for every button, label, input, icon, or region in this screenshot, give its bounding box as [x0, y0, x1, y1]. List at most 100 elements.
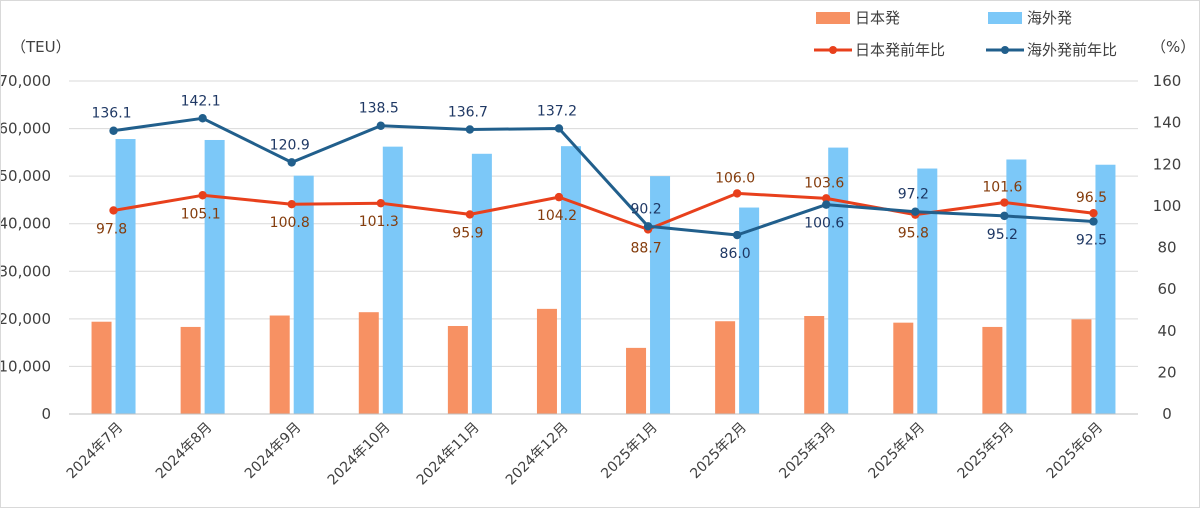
- data-label-os-yoy: 136.1: [91, 106, 131, 122]
- data-label-os-yoy: 95.2: [987, 227, 1018, 243]
- left-tick-label: 10,000: [1, 357, 51, 375]
- data-label-jp-yoy: 88.7: [630, 240, 661, 256]
- data-label-jp-yoy: 97.8: [96, 221, 127, 237]
- point-os-yoy: [822, 200, 831, 209]
- x-tick-label: 2024年10月: [325, 420, 394, 489]
- x-tick-label: 2025年4月: [866, 420, 929, 483]
- data-label-jp-yoy: 95.9: [452, 225, 483, 241]
- bar-jp: [269, 315, 290, 414]
- line-series: [109, 114, 1098, 240]
- right-tick-label: 120: [1153, 155, 1182, 173]
- bar-os: [1006, 159, 1027, 414]
- x-tick-label: 2025年2月: [687, 420, 750, 483]
- left-axis: 0 10,000 20,000 30,000 40,000 50,000 60,000 70,…: [1, 72, 51, 423]
- right-tick-label: 60: [1157, 280, 1176, 298]
- line-os-yoy: [113, 116, 1094, 237]
- right-axis: 0 20 40 60 80 100 120 140 160: [1153, 72, 1182, 423]
- right-tick-label: 80: [1157, 239, 1176, 257]
- data-label-os-yoy: 92.5: [1076, 232, 1107, 248]
- x-tick-label: 2024年7月: [64, 420, 127, 483]
- point-jp-yoy: [822, 194, 831, 203]
- point-jp-yoy: [198, 191, 207, 200]
- bar-os: [382, 146, 403, 415]
- legend-item-jp-yoy: 日本発前年比: [814, 41, 945, 59]
- gridlines: [69, 80, 1138, 367]
- left-tick-label: 20,000: [1, 310, 51, 328]
- point-jp-yoy: [376, 198, 385, 208]
- bar-jp: [91, 321, 112, 414]
- right-tick-label: 20: [1157, 363, 1176, 381]
- left-tick-label: 50,000: [1, 167, 51, 185]
- data-label-jp-yoy: 106.0: [715, 170, 755, 186]
- x-tick-label: 2024年12月: [503, 420, 572, 489]
- bar-os: [739, 207, 760, 414]
- bar-jp: [536, 308, 557, 414]
- legend-swatch-os: [988, 12, 1022, 24]
- data-labels: 97.8 105.1 100.8 101.3 95.9 104.2 88.7 106.0 103…: [91, 93, 1107, 262]
- right-tick-label: 0: [1162, 405, 1172, 423]
- point-os-yoy: [1089, 217, 1098, 226]
- legend-label-jp: 日本発: [855, 9, 900, 27]
- x-tick-label: 2025年6月: [1044, 420, 1107, 483]
- bar-os: [1095, 164, 1116, 414]
- data-label-jp-yoy: 104.2: [537, 208, 577, 224]
- data-label-os-yoy: 138.5: [359, 101, 399, 117]
- point-os-yoy: [287, 158, 296, 167]
- x-tick-label: 2024年11月: [414, 420, 483, 489]
- right-tick-label: 160: [1153, 72, 1182, 90]
- x-axis: 2024年7月 2024年8月 2024年9月 2024年10月 2024年11月 202…: [64, 413, 1138, 489]
- point-os-yoy: [376, 121, 385, 130]
- left-tick-label: 30,000: [1, 262, 51, 280]
- legend-marker-os-yoy: [1001, 46, 1009, 54]
- data-label-os-yoy: 120.9: [270, 137, 310, 153]
- bar-jp: [715, 321, 736, 414]
- point-os-yoy: [554, 124, 564, 133]
- bar-jp: [1071, 319, 1092, 414]
- legend-marker-jp-yoy: [829, 46, 837, 54]
- x-tick-label: 2024年9月: [242, 420, 305, 483]
- point-jp-yoy: [465, 210, 475, 219]
- legend-item-os: 海外発: [988, 9, 1072, 27]
- legend-label-os-yoy: 海外発前年比: [1027, 41, 1117, 59]
- data-label-jp-yoy: 96.5: [1076, 190, 1107, 206]
- x-tick-label: 2025年1月: [598, 420, 661, 483]
- point-jp-yoy: [732, 189, 742, 198]
- legend-swatch-jp: [816, 12, 850, 24]
- point-os-yoy: [643, 222, 653, 231]
- data-label-jp-yoy: 95.8: [898, 226, 929, 242]
- bar-os: [650, 176, 671, 414]
- point-jp-yoy: [554, 192, 564, 202]
- bar-os: [204, 139, 225, 414]
- bar-os: [560, 146, 581, 414]
- left-tick-label: 40,000: [1, 215, 51, 233]
- right-tick-label: 140: [1153, 114, 1182, 132]
- data-label-os-yoy: 142.1: [181, 93, 221, 109]
- legend: 日本発 海外発 日本発前年比 海外発前年比: [814, 9, 1117, 59]
- left-tick-label: 70,000: [1, 72, 51, 90]
- point-jp-yoy: [1089, 208, 1098, 218]
- x-tick-label: 2024年8月: [153, 420, 216, 483]
- legend-item-jp: 日本発: [816, 9, 900, 27]
- bar-jp: [626, 347, 647, 414]
- bar-jp: [893, 322, 914, 414]
- point-os-yoy: [465, 125, 475, 134]
- point-os-yoy: [732, 230, 742, 240]
- data-label-os-yoy: 137.2: [537, 103, 577, 119]
- right-tick-label: 100: [1153, 197, 1182, 215]
- bar-os: [293, 175, 314, 414]
- bar-jp: [447, 325, 468, 414]
- data-label-jp-yoy: 103.6: [804, 175, 844, 191]
- legend-label-jp-yoy: 日本発前年比: [855, 41, 945, 59]
- point-jp-yoy: [287, 200, 296, 209]
- x-tick-label: 2025年5月: [955, 420, 1018, 483]
- bar-jp: [982, 326, 1003, 414]
- data-label-os-yoy: 86.0: [720, 246, 751, 262]
- point-os-yoy: [911, 207, 920, 216]
- bar-jp: [180, 326, 201, 414]
- point-jp-yoy: [1000, 198, 1009, 207]
- bar-os: [471, 153, 492, 414]
- left-axis-unit: （TEU）: [11, 38, 71, 56]
- data-label-os-yoy: 100.6: [804, 216, 844, 232]
